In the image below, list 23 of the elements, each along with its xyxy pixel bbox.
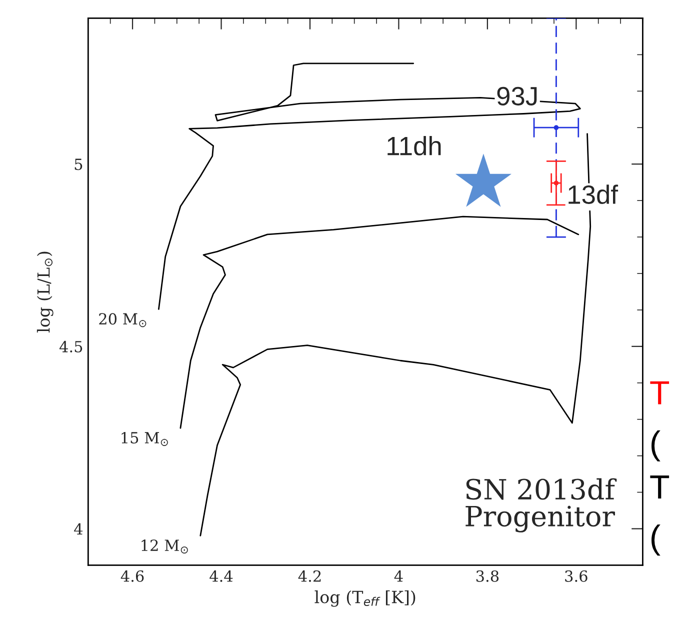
series-label: 20 M$_{⊙}$ [99, 313, 146, 328]
y-axis-title: log (L/L$_{⊙}$) [36, 252, 54, 332]
x-tick-label: 4.6 [120, 570, 144, 582]
x-tick-label: 3.6 [565, 570, 588, 582]
text: ( [652, 430, 660, 462]
x-tick-label: 4 [394, 570, 403, 582]
x-tick-label: 3.8 [476, 570, 499, 582]
y-tick-label: 5 [74, 158, 82, 170]
x-axis-title: log (T$_{eff}$ [K]) [314, 590, 416, 607]
series-label: 11dh [388, 136, 441, 156]
series-label: 93J [497, 86, 537, 106]
text: T [650, 381, 670, 404]
y-tick-label: 4.5 [59, 340, 82, 352]
line-series [180, 216, 580, 429]
x-tick-label: 4.4 [210, 570, 233, 582]
text: T [650, 476, 670, 498]
x-tick-label: 4.2 [298, 570, 321, 582]
series-label: 12 M$_{⊙}$ [142, 540, 188, 554]
series-label: 13df [568, 184, 618, 204]
series-label: 15 M$_{⊙}$ [122, 432, 168, 446]
text: ( [652, 524, 660, 556]
y-tick-label: 4 [74, 523, 83, 535]
annotation: SN 2013df Progenitor [466, 478, 617, 532]
